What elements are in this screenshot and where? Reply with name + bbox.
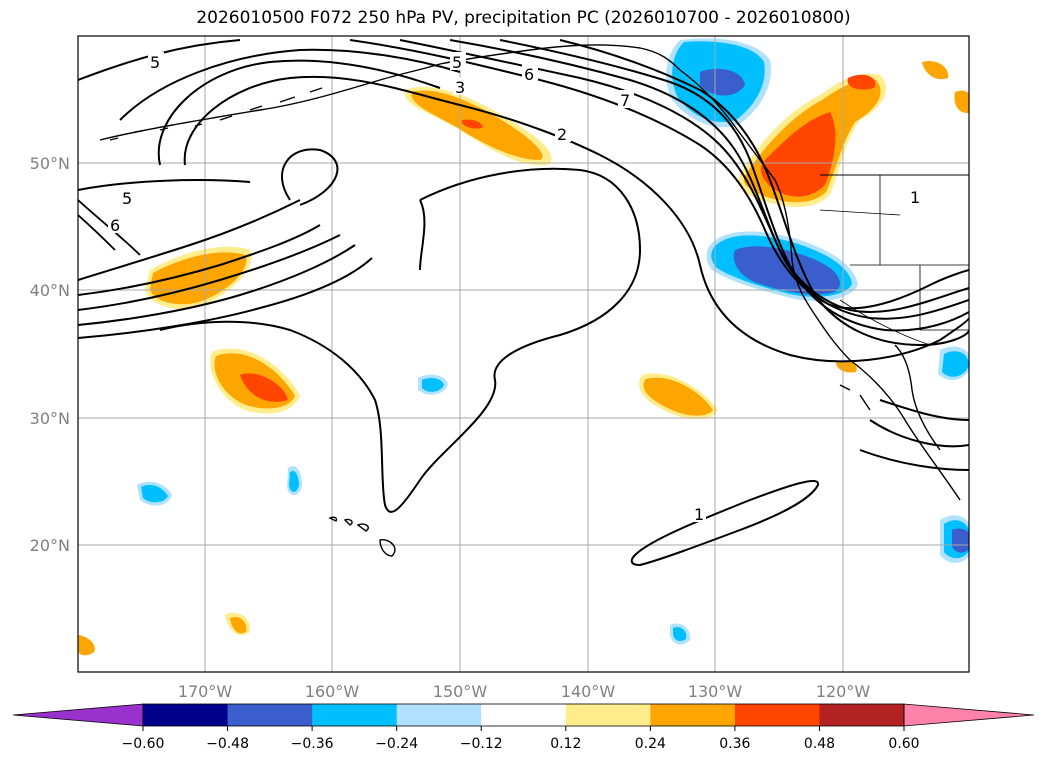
lon-label-170w: 170°W (178, 682, 233, 701)
colorbar-tick-label: −0.24 (375, 736, 418, 752)
colorbar-segment (565, 704, 651, 726)
colorbar-tick-label: 0.48 (804, 736, 835, 752)
colorbar-tick-label: 0.12 (550, 736, 581, 752)
contour-label: 1 (910, 188, 920, 207)
colorbar-extend-low (13, 704, 143, 726)
lon-label-150w: 150°W (433, 682, 488, 701)
graticule (78, 36, 969, 672)
colorbar-tick-label: 0.60 (888, 736, 919, 752)
colorbar-segment (396, 704, 482, 726)
lon-label-130w: 130°W (688, 682, 743, 701)
contour-labels: 5 5 6 7 3 2 5 6 1 1 (108, 52, 922, 524)
contour-label: 5 (122, 189, 132, 208)
colorbar-segment (481, 704, 567, 726)
contour-label: 5 (452, 53, 462, 72)
map-title: 2026010500 F072 250 hPa PV, precipitatio… (196, 8, 851, 28)
contour-label: 7 (620, 91, 630, 110)
precip-shading (78, 38, 969, 656)
colorbar-extend-high (904, 704, 1034, 726)
colorbar-segment (312, 704, 398, 726)
colorbar-segment (734, 704, 820, 726)
lat-labels: 50°N 40°N 30°N 20°N (30, 154, 70, 555)
contour-label: 1 (694, 505, 704, 524)
colorbar-segment (819, 704, 905, 726)
lon-labels: 170°W 160°W 150°W 140°W 130°W 120°W (178, 682, 871, 701)
lat-label-40n: 40°N (30, 281, 70, 300)
contour-label: 2 (557, 125, 567, 144)
lon-label-120w: 120°W (816, 682, 871, 701)
contour-label: 6 (110, 216, 120, 235)
colorbar-tick-label: −0.12 (460, 736, 503, 752)
colorbar-tick-label: −0.60 (122, 736, 165, 752)
contour-label: 5 (150, 53, 160, 72)
colorbar-segment (143, 704, 229, 726)
colorbar-tick-label: −0.36 (291, 736, 334, 752)
colorbar-segment (227, 704, 313, 726)
lat-label-30n: 30°N (30, 409, 70, 428)
map-frame (77, 35, 970, 673)
colorbar-tick-label: 0.24 (635, 736, 666, 752)
colorbar-tick-label: −0.48 (206, 736, 249, 752)
lon-label-140w: 140°W (561, 682, 616, 701)
contour-label: 3 (455, 78, 465, 97)
lat-label-20n: 20°N (30, 536, 70, 555)
lat-label-50n: 50°N (30, 154, 70, 173)
colorbar: −0.60 −0.48 −0.36 −0.24 −0.12 0.12 0.24 0.36 0.4… (12, 703, 1035, 752)
colorbar-segment (650, 704, 736, 726)
colorbar-tick-label: 0.36 (719, 736, 750, 752)
pv-contours (78, 39, 969, 567)
contour-label: 6 (524, 65, 534, 84)
lon-label-160w: 160°W (305, 682, 360, 701)
